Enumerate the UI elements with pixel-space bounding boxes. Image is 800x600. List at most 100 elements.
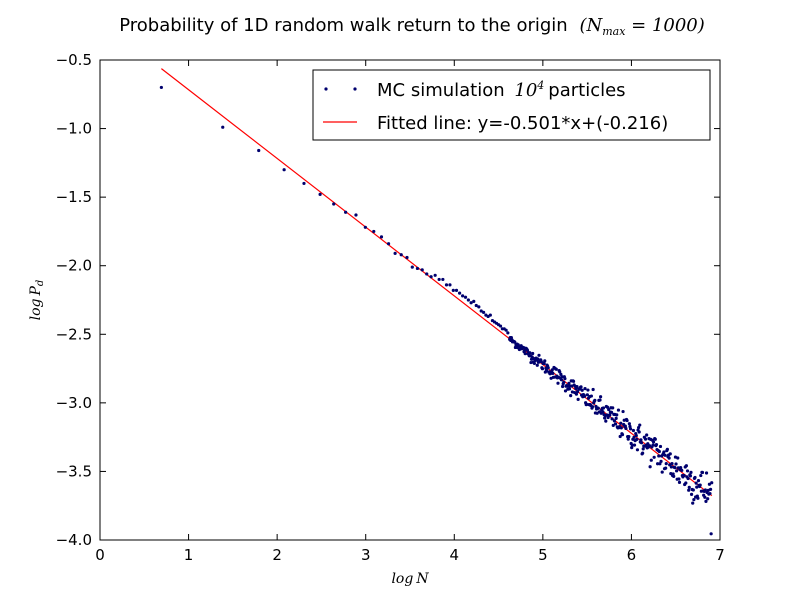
data-point (669, 465, 674, 469)
data-point (704, 499, 708, 503)
data-point (575, 384, 579, 389)
data-point (575, 389, 580, 394)
data-point (469, 301, 473, 305)
data-point (601, 406, 606, 410)
scatter-series (159, 85, 714, 536)
y-tick-label: −1.0 (56, 120, 92, 138)
data-point (691, 488, 695, 492)
data-point (626, 437, 630, 441)
legend-entry-mc: MC simulation 104 particles (377, 79, 626, 101)
data-point (563, 377, 567, 381)
legend-marker-scatter (353, 87, 357, 91)
data-point (354, 213, 358, 217)
data-point (563, 389, 568, 393)
data-point (531, 351, 535, 356)
data-point (637, 425, 641, 430)
legend-marker-scatter (324, 87, 328, 91)
legend: MC simulation 104 particles Fitted line: … (312, 69, 711, 141)
x-tick-label: 1 (184, 546, 194, 564)
legend-box (312, 69, 711, 141)
data-point (615, 413, 619, 417)
legend-entry-fit: Fitted line: y=-0.501*x+(-0.216) (377, 113, 668, 134)
data-point (613, 422, 618, 426)
data-point (458, 291, 462, 295)
data-point (657, 454, 661, 458)
data-point (676, 456, 680, 460)
data-point (645, 433, 649, 437)
data-point (635, 448, 640, 452)
data-point (641, 447, 645, 451)
data-point (657, 449, 661, 454)
data-point (687, 488, 691, 492)
data-point (611, 423, 615, 427)
data-point (498, 324, 503, 328)
data-point (637, 430, 641, 434)
data-point (677, 477, 681, 481)
data-point (463, 295, 468, 299)
data-point (393, 251, 397, 255)
data-point (344, 210, 348, 214)
data-point (544, 368, 549, 373)
data-point (433, 273, 437, 277)
data-point (627, 435, 631, 439)
data-point (610, 417, 614, 421)
data-point (648, 465, 652, 469)
data-point (680, 468, 684, 473)
x-axis: 0 1 2 3 4 5 6 7 (95, 60, 725, 564)
data-point (694, 481, 698, 485)
data-point (684, 464, 688, 468)
data-point (612, 419, 617, 423)
data-point (561, 384, 565, 389)
data-point (707, 482, 712, 486)
x-axis-label: log N (391, 571, 429, 587)
data-point (670, 462, 674, 466)
data-point (516, 343, 520, 347)
data-point (608, 413, 612, 417)
data-point (302, 181, 306, 186)
data-point (482, 310, 486, 314)
data-point (532, 361, 537, 366)
data-point (420, 268, 424, 272)
data-point (668, 452, 672, 456)
data-point (474, 303, 478, 308)
y-axis: −0.5 −1.0 −1.5 −2.0 −2.5 −3.0 −3.5 −4.0 (56, 51, 720, 549)
data-point (653, 437, 657, 441)
x-tick-label: 5 (538, 546, 548, 564)
data-point (601, 410, 605, 414)
data-point (559, 378, 564, 382)
data-point (696, 496, 700, 500)
data-point (699, 473, 703, 478)
data-point (643, 437, 648, 441)
data-point (651, 443, 655, 447)
data-point (479, 309, 483, 313)
data-point (709, 532, 713, 536)
data-point (693, 475, 697, 480)
data-point (363, 225, 367, 229)
data-point (466, 298, 470, 302)
data-point (567, 387, 572, 391)
data-point (684, 481, 688, 485)
y-axis-label: logPd (28, 280, 46, 321)
data-point (576, 397, 580, 402)
data-point (589, 394, 593, 398)
data-point (415, 266, 420, 271)
data-point (682, 473, 686, 478)
data-point (528, 351, 532, 355)
data-point (595, 411, 599, 415)
data-point (659, 459, 663, 463)
chart-title-math: (Nmax = 1000) (579, 15, 704, 38)
data-point (596, 406, 600, 410)
data-point (221, 125, 225, 129)
data-point (662, 450, 666, 454)
data-point (689, 470, 693, 474)
data-point (686, 476, 690, 481)
data-point (695, 485, 699, 489)
data-point (656, 462, 660, 466)
x-tick-label: 3 (361, 546, 371, 564)
data-point (664, 466, 668, 470)
data-point (477, 305, 481, 309)
data-point (708, 491, 712, 496)
data-point (665, 447, 669, 451)
data-point (635, 437, 639, 441)
